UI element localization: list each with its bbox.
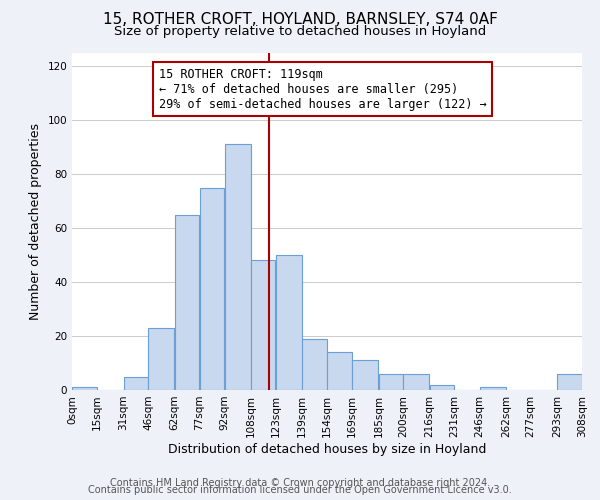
Bar [276, 255, 302, 390]
Bar [72, 388, 97, 390]
Bar [352, 360, 378, 390]
Text: Contains public sector information licensed under the Open Government Licence v3: Contains public sector information licen… [88, 485, 512, 495]
Text: Size of property relative to detached houses in Hoyland: Size of property relative to detached ho… [114, 25, 486, 38]
Bar [175, 214, 199, 390]
Bar [557, 374, 582, 390]
Bar [251, 260, 275, 390]
Bar [327, 352, 352, 390]
Bar [148, 328, 175, 390]
Bar [479, 388, 506, 390]
Bar [430, 384, 454, 390]
Text: Contains HM Land Registry data © Crown copyright and database right 2024.: Contains HM Land Registry data © Crown c… [110, 478, 490, 488]
Bar [379, 374, 403, 390]
Bar [124, 376, 148, 390]
X-axis label: Distribution of detached houses by size in Hoyland: Distribution of detached houses by size … [168, 442, 486, 456]
Bar [200, 188, 224, 390]
Bar [403, 374, 430, 390]
Y-axis label: Number of detached properties: Number of detached properties [29, 122, 42, 320]
Bar [224, 144, 251, 390]
Text: 15, ROTHER CROFT, HOYLAND, BARNSLEY, S74 0AF: 15, ROTHER CROFT, HOYLAND, BARNSLEY, S74… [103, 12, 497, 28]
Bar [302, 338, 327, 390]
Text: 15 ROTHER CROFT: 119sqm
← 71% of detached houses are smaller (295)
29% of semi-d: 15 ROTHER CROFT: 119sqm ← 71% of detache… [158, 68, 487, 110]
